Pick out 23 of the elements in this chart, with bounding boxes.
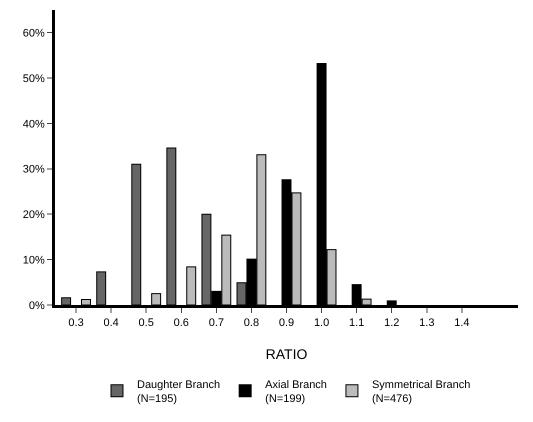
x-tick-label: 0.8: [244, 317, 260, 330]
legend-label: Symmetrical Branch (N=476): [372, 378, 470, 406]
x-tick-label: 1.2: [384, 317, 400, 330]
x-tick-label: 0.5: [138, 317, 154, 330]
x-tick-label: 0.7: [208, 317, 224, 330]
legend-label: Daughter Branch (N=195): [137, 378, 220, 406]
y-tick-label: 30%: [22, 164, 46, 176]
x-axis-title: RATIO: [266, 346, 308, 362]
x-tick-label: 1.4: [454, 317, 470, 330]
y-tick-label: 20%: [22, 209, 46, 222]
x-tick-label: 0.4: [103, 317, 119, 330]
x-tick-label: 0.9: [278, 317, 294, 330]
x-tick-label: 0.6: [174, 317, 189, 330]
y-tick-label: 0%: [28, 300, 46, 312]
y-tick-label: 40%: [22, 118, 46, 130]
y-tick-label: 10%: [22, 254, 46, 266]
x-tick-label: 1.0: [314, 317, 330, 330]
x-tick-label: 1.3: [419, 317, 434, 330]
y-tick-label: 60%: [22, 28, 46, 40]
y-tick-label: 50%: [22, 72, 46, 85]
x-tick-label: 0.3: [68, 317, 84, 330]
x-tick-label: 1.1: [349, 317, 364, 330]
legend-label: Axial Branch (N=199): [265, 378, 327, 406]
